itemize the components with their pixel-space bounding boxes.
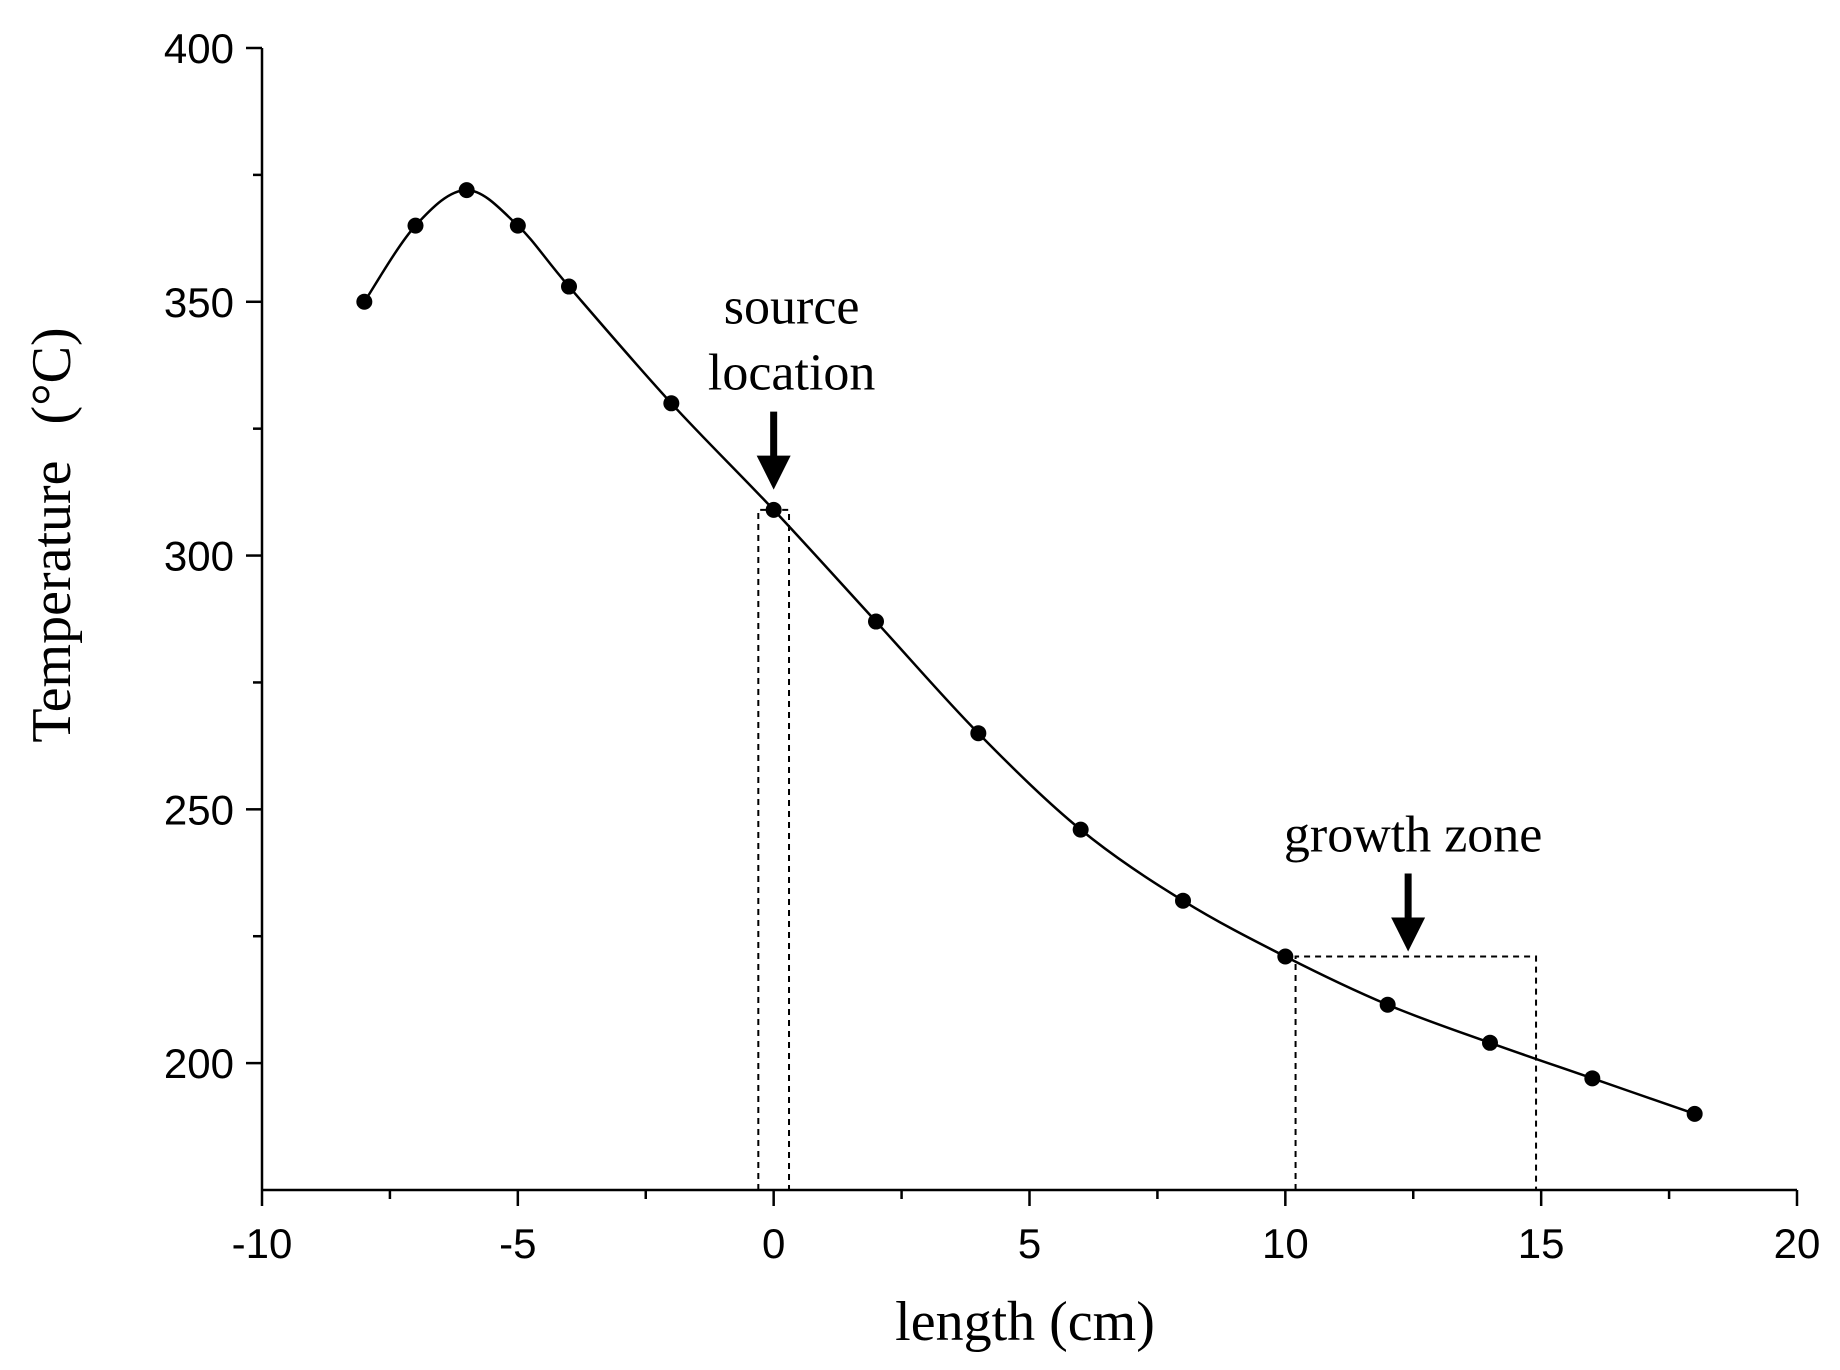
growth-label-line: growth zone: [1284, 806, 1542, 863]
data-point: [1277, 948, 1294, 965]
x-tick-label: 15: [1518, 1220, 1565, 1267]
series-line: [363, 188, 1696, 1116]
data-point: [970, 725, 987, 742]
axes: [260, 48, 1797, 1192]
growth-arrow-head: [1391, 917, 1426, 952]
series-group: [356, 182, 1703, 1122]
source-arrow-head: [756, 455, 791, 490]
data-point: [1686, 1105, 1703, 1122]
data-point: [407, 217, 424, 234]
x-axis-ticks: -10 -5 0 5 10 15 20: [232, 1190, 1821, 1267]
data-point: [458, 182, 475, 199]
data-point: [1482, 1034, 1498, 1051]
y-tick-label: 400: [164, 25, 234, 72]
data-point: [765, 501, 782, 518]
x-axis-title: length (cm): [895, 1291, 1155, 1353]
annotations: source location growth zone: [708, 279, 1542, 952]
y-axis-unit: (°C): [21, 327, 83, 424]
source-label-line: location: [708, 345, 876, 402]
y-tick-label: 250: [164, 786, 234, 833]
x-tick-label: -5: [499, 1220, 536, 1267]
x-tick-label: 0: [762, 1220, 785, 1267]
x-tick-label: 20: [1774, 1220, 1821, 1267]
data-point: [561, 278, 577, 295]
x-tick-label: 10: [1262, 1220, 1309, 1267]
y-tick-label: 300: [164, 533, 234, 580]
y-axis-ticks: 200 250 300 350 400: [164, 25, 262, 1087]
data-point: [868, 613, 884, 630]
x-tick-label: -10: [232, 1220, 293, 1267]
x-tick-label: 5: [1018, 1220, 1041, 1267]
data-point: [1584, 1070, 1601, 1087]
y-axis-title: Temperature (°C): [21, 327, 83, 742]
data-point: [356, 293, 373, 310]
data-point: [509, 217, 526, 234]
growth-zone-box: [1294, 955, 1538, 1190]
y-tick-label: 350: [164, 279, 234, 326]
data-point: [1072, 821, 1089, 838]
data-point: [663, 395, 680, 412]
data-point: [1175, 892, 1191, 909]
source-location-zone-box: [757, 508, 791, 1190]
data-point: [1379, 996, 1396, 1013]
y-axis-title-text: Temperature: [21, 460, 83, 742]
y-axis-title-group: Temperature (°C): [21, 327, 83, 742]
source-label-line: source: [724, 279, 860, 336]
y-tick-label: 200: [164, 1040, 234, 1087]
